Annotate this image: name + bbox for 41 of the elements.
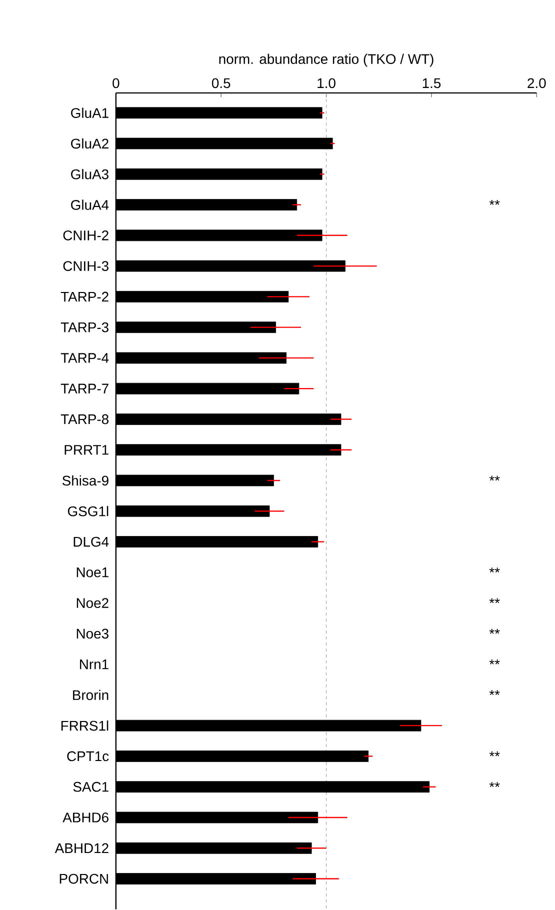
y-tick-label: TARP-2: [61, 292, 109, 302]
text: **: [490, 568, 500, 572]
y-tick-label: GluA4: [71, 200, 109, 210]
text: **: [490, 660, 500, 664]
y-tick-label: GluA1: [71, 108, 109, 118]
data-label: **: [490, 782, 500, 787]
y-tick-label: Noe1: [77, 568, 109, 578]
y-tick-label: SAC1: [73, 782, 109, 792]
y-tick-label: CNIH-2: [64, 230, 109, 240]
y-tick-label: CPT1c: [67, 751, 109, 762]
y-tick-label: Nrn1: [80, 660, 109, 670]
y-tick-label: ABHD6: [62, 812, 109, 822]
y-tick-label: TARP-3: [61, 322, 109, 332]
text: **: [490, 690, 500, 696]
y-tick-label: TARP-4: [61, 353, 109, 363]
x-tick-label: 0: [112, 78, 120, 88]
y-tick-label: GSG1l: [68, 506, 108, 516]
x-tick-label: 1.5: [423, 78, 441, 88]
text: **: [490, 628, 500, 634]
x-tick-label: 2.0: [528, 78, 546, 88]
y-tick-label: CNIH-3: [64, 261, 109, 271]
y-tick-label: DLG4: [74, 536, 109, 547]
y-tick-label: ABHD12: [55, 843, 109, 853]
data-label: **: [490, 476, 500, 481]
y-tick-label: TARP-7: [61, 384, 109, 394]
x-tick-label: 1.0: [318, 78, 336, 88]
y-tick-label: GluA2: [71, 138, 109, 149]
y-tick-label: Noe3: [77, 628, 109, 639]
y-tick-label: Noe2: [77, 598, 109, 608]
y-tick-label: GluA3: [71, 169, 109, 180]
data-label: **: [490, 200, 500, 205]
y-tick-label: FRRS1l: [62, 720, 108, 731]
y-tick-label: Brorin: [73, 690, 108, 700]
y-tick-label: TARP-8: [61, 414, 109, 424]
y-tick-label: PRRT1: [64, 445, 109, 455]
y-tick-label: PORCN: [60, 874, 108, 884]
y-tick-label: Shisa-9: [62, 475, 109, 486]
x-axis-title: norm. abundance ratio (TKO / WT): [219, 54, 434, 67]
text: **: [490, 598, 500, 604]
data-label: **: [490, 751, 500, 756]
x-tick-label: 0.5: [212, 78, 230, 88]
